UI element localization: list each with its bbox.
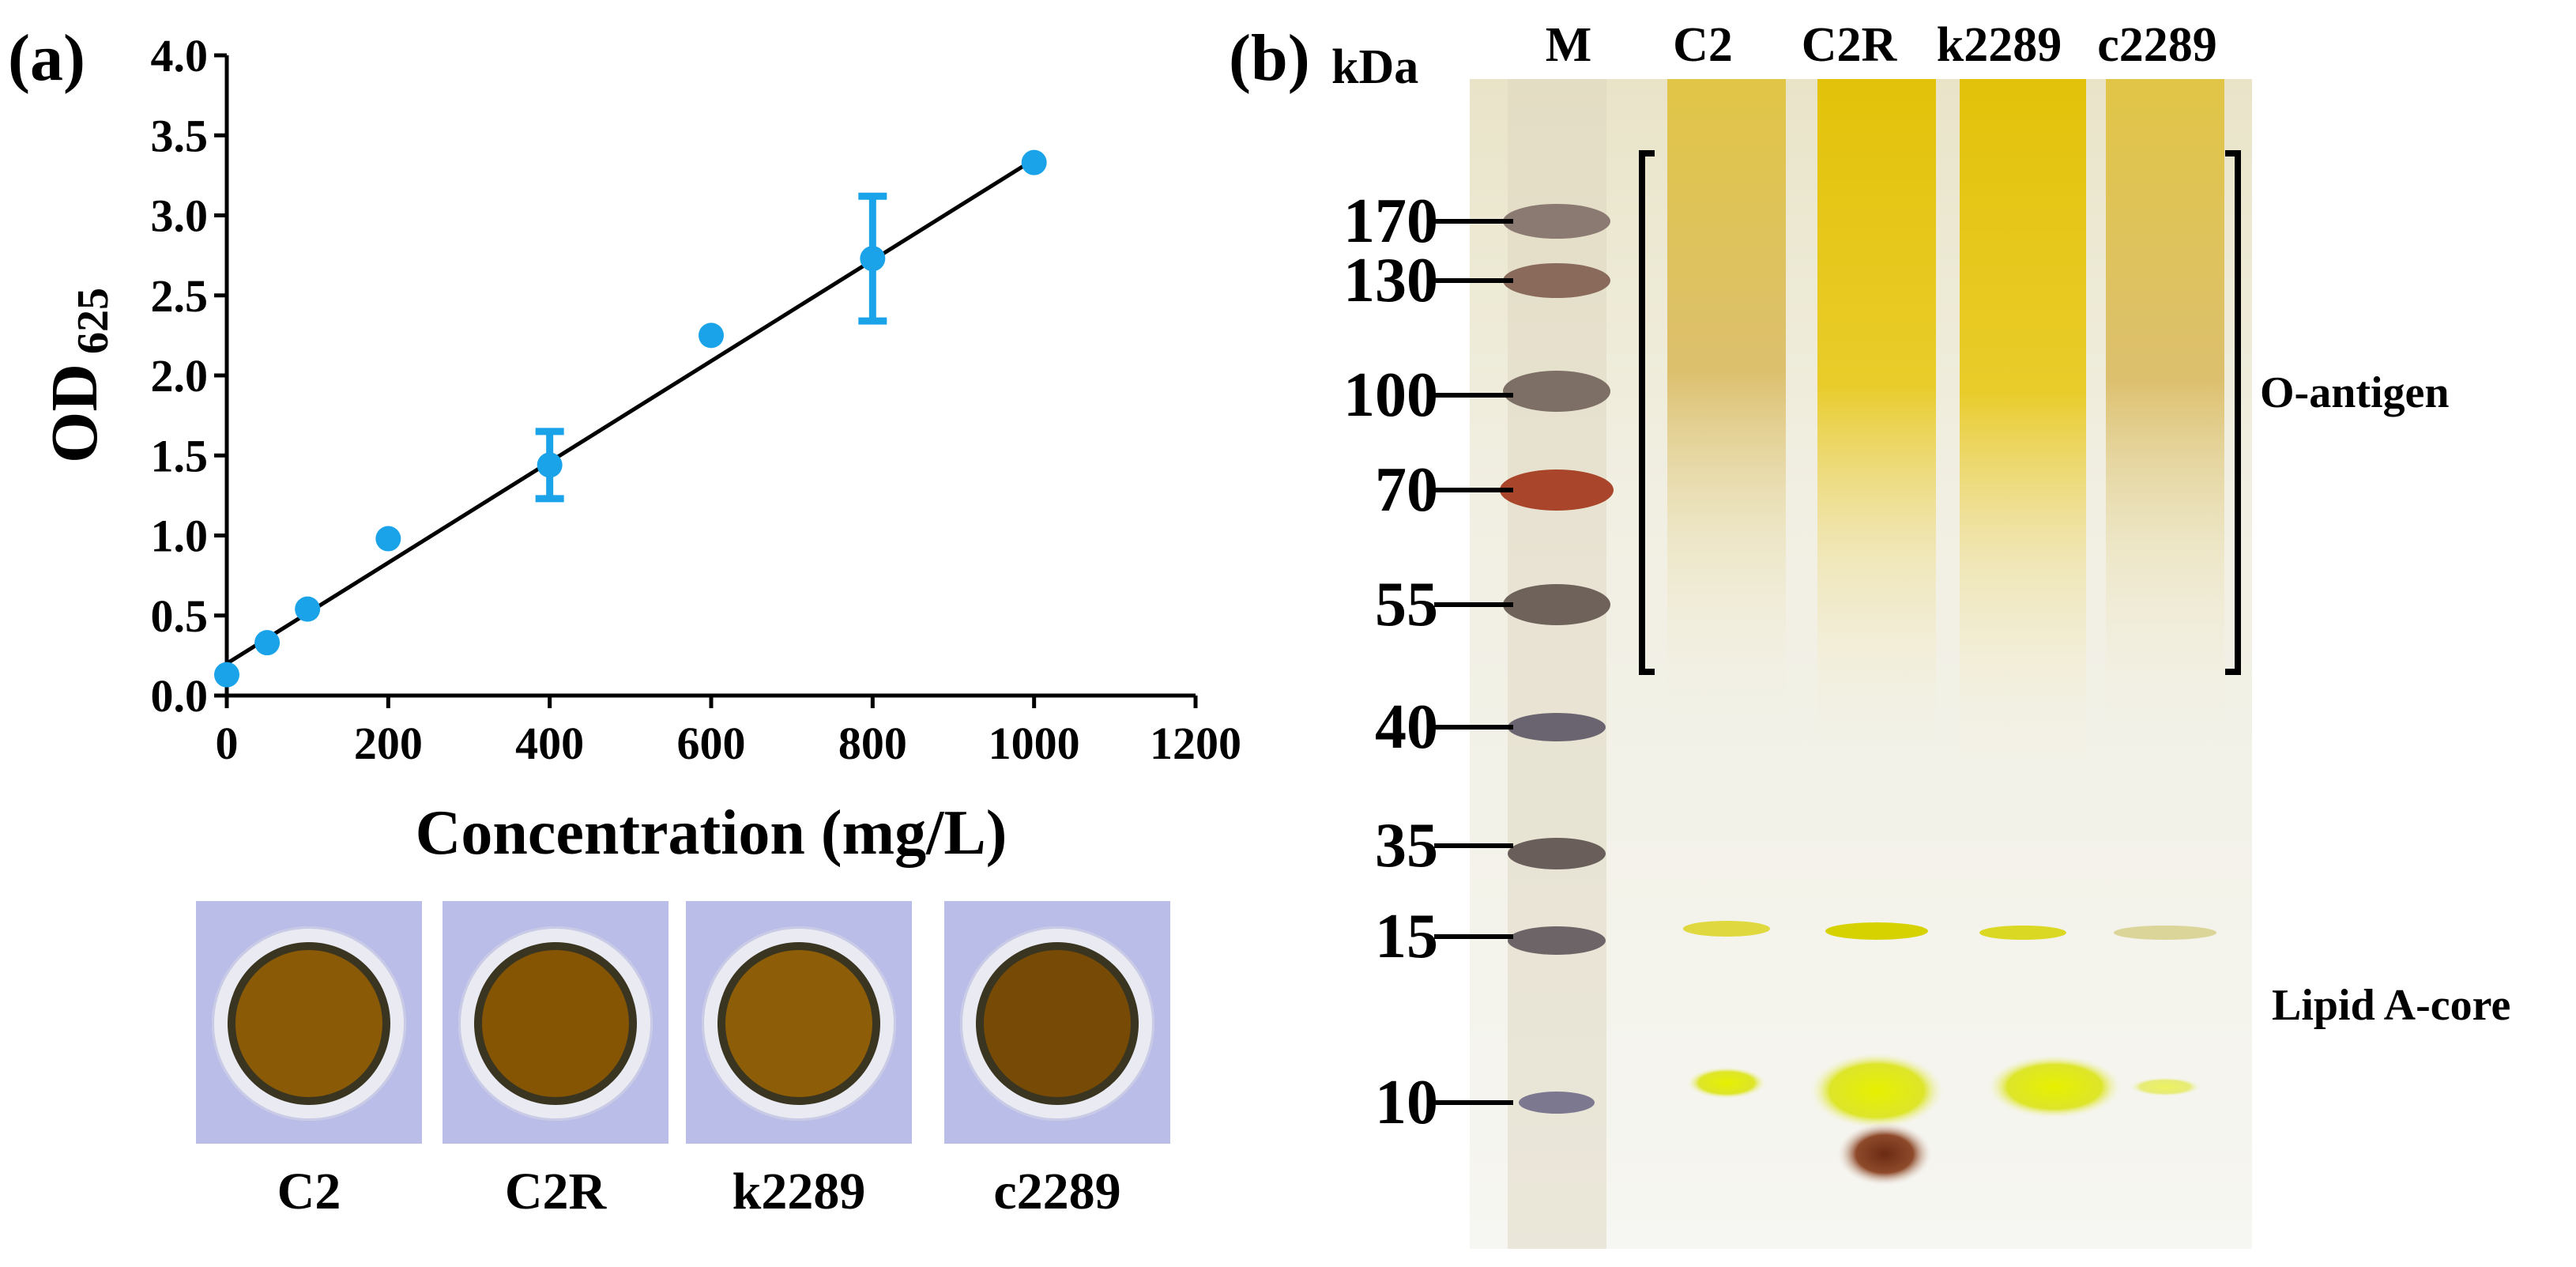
gel-lane-label: k2289 xyxy=(1936,18,2062,72)
y-tick-label: 4.0 xyxy=(151,30,209,81)
lane-c2-smear xyxy=(1667,79,1786,727)
well-solution xyxy=(984,950,1131,1097)
standard-curve-chart: 0.0 0.5 1.0 1.5 2.0 2.5 3.0 3.5 4.0 0 200 400 600 80… xyxy=(38,30,1241,868)
gel-lane-label: C2 xyxy=(1673,18,1733,72)
fit-line xyxy=(225,157,1035,666)
x-tick-label: 0 xyxy=(216,718,239,769)
well-label: C2 xyxy=(277,1163,341,1220)
y-tick-label: 1.0 xyxy=(151,511,209,562)
gel-lane-label: c2289 xyxy=(2097,18,2217,72)
data-point xyxy=(1021,149,1047,175)
data-point xyxy=(214,662,239,688)
well-photo xyxy=(686,901,912,1144)
panel-b-label: (b) xyxy=(1229,21,1310,95)
gel-lane-label: M xyxy=(1545,18,1592,72)
x-tick-label: 1000 xyxy=(989,718,1080,769)
well-solution xyxy=(725,950,872,1097)
lane-c2r-smear xyxy=(1817,79,1936,759)
marker-size-label: 55 xyxy=(1375,570,1438,639)
y-tick-label: 0.5 xyxy=(151,590,209,642)
x-tick-label: 800 xyxy=(838,718,907,769)
marker-tick xyxy=(1434,934,1513,939)
marker-size-label: 70 xyxy=(1375,455,1438,525)
marker-tick xyxy=(1434,278,1513,283)
well-photo xyxy=(443,901,668,1144)
marker-tick xyxy=(1434,488,1513,492)
data-point xyxy=(375,526,401,552)
well-solution xyxy=(235,950,382,1097)
marker-size-label: 130 xyxy=(1343,246,1438,315)
marker-size-label: 100 xyxy=(1343,360,1438,430)
marker-size-label: 15 xyxy=(1375,902,1438,971)
marker-tick xyxy=(1434,393,1513,398)
y-tick-label: 1.5 xyxy=(151,430,209,481)
well-photo xyxy=(944,901,1170,1144)
well-solution xyxy=(482,950,629,1097)
marker-tick xyxy=(1434,1100,1513,1105)
marker-tick xyxy=(1434,602,1513,607)
marker-size-label: 170 xyxy=(1343,187,1438,256)
x-tick-label: 1200 xyxy=(1150,718,1241,769)
marker-tick xyxy=(1434,219,1513,224)
marker-tick xyxy=(1434,725,1513,730)
o-antigen-label: O-antigen xyxy=(2260,368,2450,417)
y-tick-label: 3.0 xyxy=(151,190,209,242)
lane-c2289-smear xyxy=(2106,79,2224,743)
y-tick-label: 3.5 xyxy=(151,110,209,161)
well-photo xyxy=(196,901,422,1144)
panel-a-label: (a) xyxy=(8,21,85,95)
marker-size-label: 10 xyxy=(1375,1068,1438,1137)
marker-ladder xyxy=(1500,204,1614,1114)
data-point xyxy=(254,630,281,656)
o-antigen-bracket-left xyxy=(1639,150,1655,675)
data-point xyxy=(860,246,886,272)
y-axis-label: OD625 xyxy=(38,288,118,463)
data-point xyxy=(699,322,724,349)
o-antigen-bracket-right xyxy=(2225,150,2241,675)
x-axis-label: Concentration (mg/L) xyxy=(416,798,1007,868)
marker-size-label: 35 xyxy=(1375,811,1438,880)
well-label: k2289 xyxy=(732,1163,866,1220)
marker-size-label: 40 xyxy=(1375,692,1438,762)
lipid-a-core-label: Lipid A-core xyxy=(2272,981,2511,1030)
well-label: C2R xyxy=(504,1163,607,1220)
y-tick-label: 0.0 xyxy=(151,670,209,722)
data-point xyxy=(537,452,563,478)
gel-image xyxy=(1470,79,2252,1249)
kda-label: kDa xyxy=(1331,40,1419,94)
x-tick-label: 600 xyxy=(677,718,746,769)
gel-lane-label: C2R xyxy=(1801,18,1897,72)
y-tick-label: 2.5 xyxy=(151,270,209,322)
data-point xyxy=(295,596,321,622)
marker-tick xyxy=(1434,843,1513,848)
x-tick-label: 400 xyxy=(515,718,584,769)
y-tick-label: 2.0 xyxy=(151,350,209,402)
x-tick-label: 200 xyxy=(354,718,423,769)
lane-k2289-smear xyxy=(1960,79,2086,775)
well-label: c2289 xyxy=(993,1163,1121,1220)
